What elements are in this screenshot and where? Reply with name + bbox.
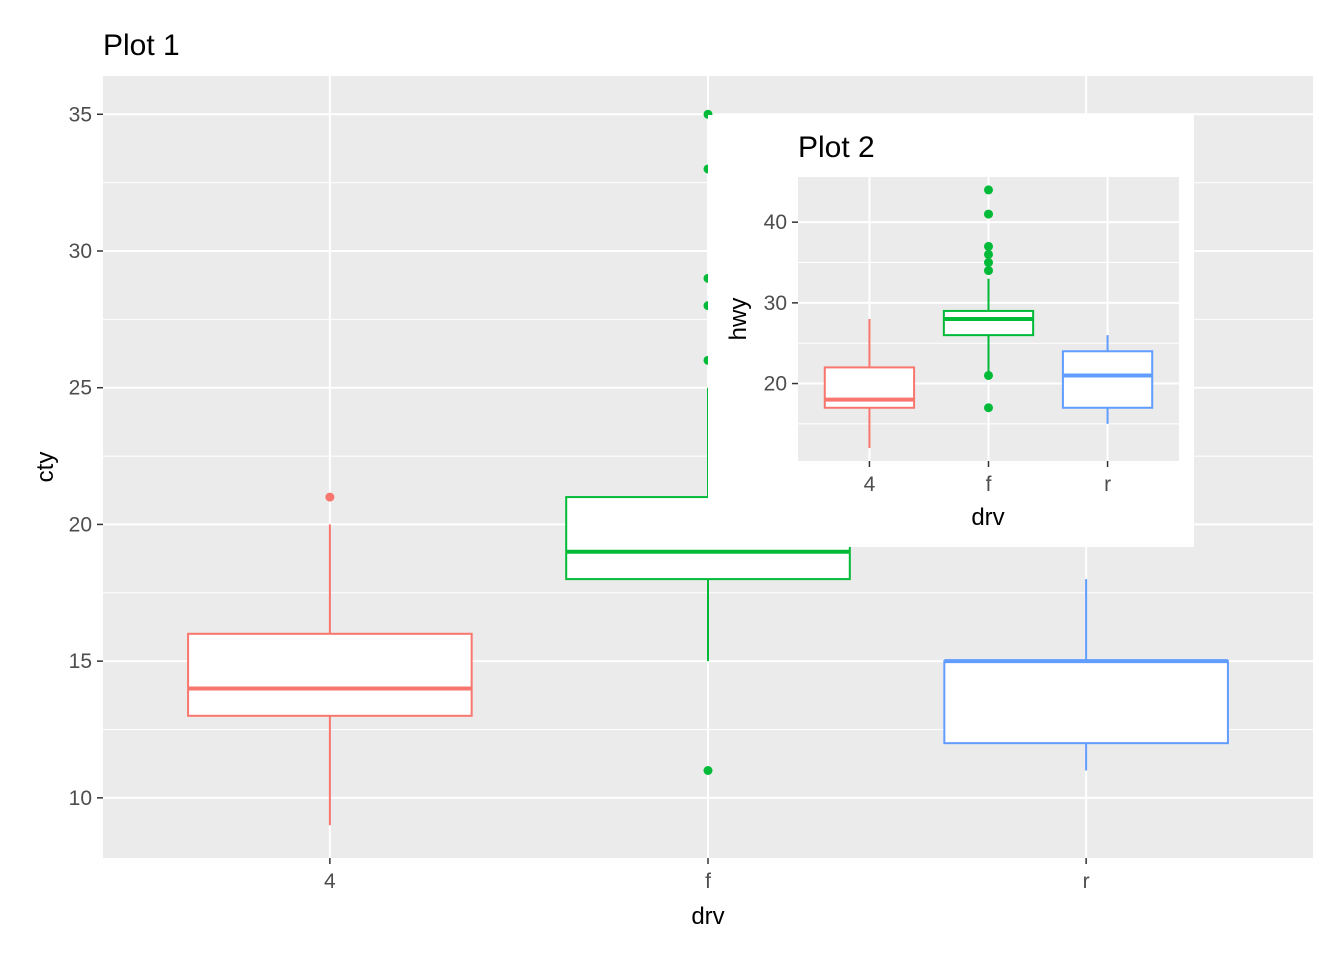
plot-2-y-tick-label: 40 <box>764 211 787 234</box>
plot-1-y-tick-label: 25 <box>69 377 92 400</box>
plot-1-title: Plot 1 <box>103 29 180 62</box>
plot-2-outlier-point <box>984 266 993 276</box>
plot-2-inset: Plot 2 20 30 40 4 f r drv hwy <box>708 115 1194 547</box>
plot-1-outlier-point <box>325 492 335 502</box>
plot-2-x-tick-label: f <box>986 473 992 496</box>
plot-2-outlier-point <box>984 370 993 380</box>
plot-2-y-tick-label: 20 <box>764 373 787 396</box>
plot-2-box-4 <box>823 319 916 449</box>
plot-2-outlier-point <box>984 209 993 219</box>
plot-1-x-tick-label: f <box>705 870 711 893</box>
plot-2-box-body <box>823 366 916 409</box>
plot-2-x-tick-label: r <box>1104 473 1111 496</box>
plot-2-x-axis-label: drv <box>971 504 1004 531</box>
plot-2-title: Plot 2 <box>798 131 875 164</box>
plot-2-x-tick-label: 4 <box>864 473 876 496</box>
plot-2-box-body <box>1061 350 1154 409</box>
plot-1-box-r <box>943 579 1229 771</box>
plot-2-y-axis: 20 30 40 <box>764 211 798 396</box>
plot-2-box-body <box>942 309 1035 337</box>
plot-1-y-axis-label: cty <box>32 452 59 483</box>
plot-2-boxes <box>823 185 1154 449</box>
plot-1-box-4 <box>187 492 473 826</box>
plot-2-outlier-point <box>984 403 993 413</box>
plot-1-x-axis-label: drv <box>691 903 724 930</box>
plot-2-y-axis-label: hwy <box>725 298 752 341</box>
plot-1-y-axis: 10 15 20 25 30 35 <box>69 103 103 810</box>
plot-1-y-tick-label: 15 <box>69 650 92 673</box>
plot-2-outlier-point <box>984 241 993 251</box>
plot-2-outlier-point <box>984 249 993 259</box>
plot-1-x-tick-label: 4 <box>324 870 336 893</box>
plot-2-outlier-point <box>984 185 993 195</box>
plot-1-y-tick-label: 30 <box>69 240 92 263</box>
plot-1-y-tick-label: 20 <box>69 513 92 536</box>
plot-2-box-f <box>942 185 1035 413</box>
plot-2-outlier-point <box>984 258 993 268</box>
plot-2-box-r <box>1061 335 1154 424</box>
plot-1-y-tick-label: 10 <box>69 787 92 810</box>
plot-1-outlier-point <box>703 766 713 776</box>
plot-1-y-tick-label: 35 <box>69 103 92 126</box>
plot-2-x-axis: 4 f r <box>864 461 1111 496</box>
plot-2-y-tick-label: 30 <box>764 292 787 315</box>
plot-1-box-body <box>187 632 473 717</box>
plot-1-box-body <box>943 660 1229 745</box>
plot-1-x-tick-label: r <box>1083 870 1090 893</box>
plot-1-x-axis: 4 f r <box>324 858 1090 893</box>
